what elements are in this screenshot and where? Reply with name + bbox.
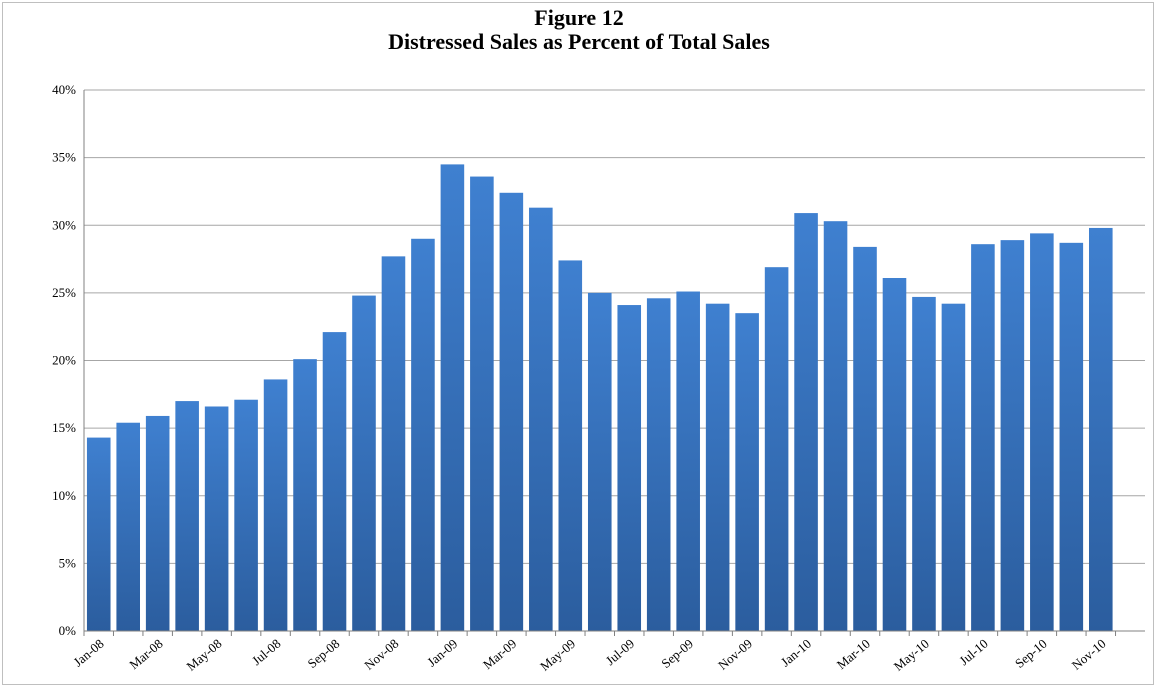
bar-mar-09 xyxy=(499,192,524,632)
x-tick-label: May-10 xyxy=(891,636,932,674)
x-tick-label: Sep-10 xyxy=(1012,636,1050,671)
bar-apr-10 xyxy=(882,278,907,631)
bar-jun-10 xyxy=(941,303,966,631)
x-tick-label: Sep-08 xyxy=(305,636,343,671)
x-tick-label: Jul-08 xyxy=(249,636,284,668)
bar-oct-10 xyxy=(1059,242,1084,631)
x-tick-label: May-09 xyxy=(537,636,578,674)
bar-apr-08 xyxy=(175,401,199,631)
y-tick-labels: 0% 5% 10% 15% 20% 25% 30% 35% 40% xyxy=(52,82,76,638)
y-tick-label: 0% xyxy=(59,623,77,638)
x-tick-label: Mar-08 xyxy=(126,636,165,672)
gridlines xyxy=(84,89,1145,564)
y-tick-label: 30% xyxy=(52,217,76,232)
bar-aug-09 xyxy=(646,298,671,631)
x-tick-label: Jul-10 xyxy=(956,636,991,668)
chart-title-block: Figure 12 Distressed Sales as Percent of… xyxy=(0,6,1158,54)
x-tick-label: Nov-10 xyxy=(1069,636,1109,673)
bar-aug-10 xyxy=(1000,240,1025,631)
chart-subtitle: Distressed Sales as Percent of Total Sal… xyxy=(388,29,770,54)
bar-jan-08 xyxy=(86,437,111,631)
x-tick-label: Jul-09 xyxy=(603,636,638,668)
y-tick-label: 15% xyxy=(52,420,76,435)
bar-feb-09 xyxy=(470,176,494,631)
x-tick-label: Sep-09 xyxy=(658,636,696,671)
bar-jul-08 xyxy=(263,379,288,631)
x-tick-label: Mar-10 xyxy=(834,636,873,672)
bar-sep-09 xyxy=(676,291,700,631)
x-tick-label: Nov-08 xyxy=(361,636,401,673)
x-tick-label: May-08 xyxy=(183,636,224,674)
bar-apr-09 xyxy=(529,207,553,632)
bar-feb-10 xyxy=(823,221,848,631)
bar-jun-09 xyxy=(587,292,612,632)
x-tick-label: Mar-09 xyxy=(480,636,519,672)
bar-nov-09 xyxy=(735,313,759,631)
bar-jul-09 xyxy=(617,305,642,631)
bar-sep-08 xyxy=(322,332,347,631)
x-tick-label: Jan-08 xyxy=(70,636,106,670)
bar-dec-08 xyxy=(411,238,435,631)
y-tick-label: 10% xyxy=(52,488,76,503)
bar-sep-10 xyxy=(1030,233,1054,631)
bar-jun-08 xyxy=(234,399,258,631)
bar-mar-10 xyxy=(853,246,877,631)
y-tick-label: 35% xyxy=(52,150,76,165)
bars xyxy=(86,164,1113,632)
bar-oct-08 xyxy=(352,295,376,631)
bar-dec-09 xyxy=(764,267,789,631)
x-tick-label: Jan-09 xyxy=(424,636,460,670)
y-tick-label: 5% xyxy=(59,555,77,570)
bar-may-09 xyxy=(558,260,583,631)
bar-aug-08 xyxy=(293,359,317,631)
chart-title: Figure 12 xyxy=(534,5,624,30)
bar-feb-08 xyxy=(116,422,140,631)
x-tick-labels: Jan-08 Mar-08 May-08 Jul-08 Sep-08 Nov-08 Jan-… xyxy=(70,636,1108,674)
bar-may-08 xyxy=(204,406,229,631)
y-tick-label: 25% xyxy=(52,285,76,300)
y-tick-label: 40% xyxy=(52,82,76,97)
bar-jan-10 xyxy=(794,213,818,631)
x-tick-label: Nov-09 xyxy=(715,636,755,673)
bar-may-10 xyxy=(912,296,936,631)
bar-mar-08 xyxy=(145,415,170,631)
bar-jan-09 xyxy=(440,164,465,631)
x-tick-label: Jan-10 xyxy=(778,636,814,670)
bar-nov-10 xyxy=(1089,227,1113,631)
bar-nov-08 xyxy=(381,256,406,631)
axes xyxy=(83,90,1145,636)
bar-oct-09 xyxy=(705,303,730,631)
bar-jul-10 xyxy=(971,244,995,631)
y-tick-label: 20% xyxy=(52,353,76,368)
